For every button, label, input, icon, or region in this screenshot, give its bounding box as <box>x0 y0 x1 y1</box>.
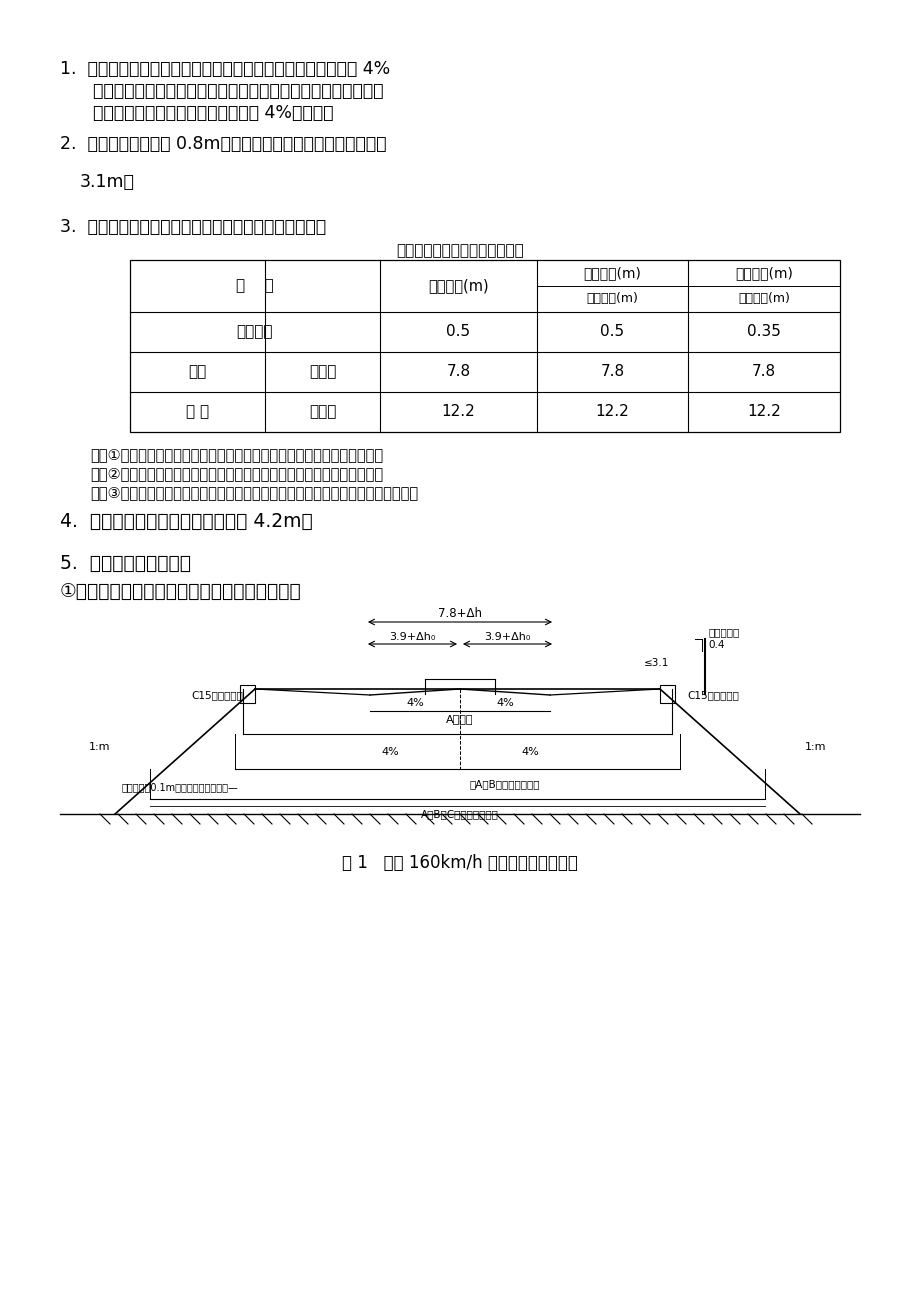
Text: C15混凝土护肩: C15混凝土护肩 <box>686 690 738 700</box>
Text: 项    目: 项 目 <box>236 279 274 293</box>
Text: 12.2: 12.2 <box>746 405 780 419</box>
Text: 4%: 4% <box>380 747 399 756</box>
Text: 7.8+Δh: 7.8+Δh <box>437 607 482 620</box>
Text: 岩质路堑(m): 岩质路堑(m) <box>737 293 789 306</box>
Text: 3.  路基面宽度：区间正线直线地段路基面宽度如下表。: 3. 路基面宽度：区间正线直线地段路基面宽度如下表。 <box>60 217 325 236</box>
Text: 区间正线直线地段路基面宽度表: 区间正线直线地段路基面宽度表 <box>396 243 523 258</box>
Text: 土质路堑(m): 土质路堑(m) <box>586 293 638 306</box>
Text: ②并行增建二线地段，二线一侧路基半宽按上述双线路基的半宽取值。: ②并行增建二线地段，二线一侧路基半宽按上述双线路基的半宽取值。 <box>90 466 382 480</box>
Text: 7.8: 7.8 <box>446 365 470 379</box>
Text: C15混凝土护肩: C15混凝土护肩 <box>191 690 243 700</box>
Text: 4%: 4% <box>520 747 539 756</box>
Text: 12.2: 12.2 <box>441 405 475 419</box>
Text: 电气化: 电气化 <box>309 365 335 379</box>
Text: 12.2: 12.2 <box>595 405 629 419</box>
Text: 接触网支柱: 接触网支柱 <box>709 628 740 637</box>
Text: ①正线及联络线路基标准横断面详见下述各图。: ①正线及联络线路基标准横断面详见下述各图。 <box>60 582 301 602</box>
Text: 面、基床以下路基面自中心向两侧设 4%排水坡。: 面、基床以下路基面自中心向两侧设 4%排水坡。 <box>60 104 334 122</box>
Text: 双 线: 双 线 <box>186 405 209 419</box>
Text: A级填料: A级填料 <box>446 713 473 724</box>
Text: 单线: 单线 <box>188 365 207 379</box>
Text: 注：①站场部分专用线、联络线等的路基面宽度按站场专业有关规范执行。: 注：①站场部分专用线、联络线等的路基面宽度按站场专业有关规范执行。 <box>90 447 382 462</box>
Text: 0.4: 0.4 <box>708 641 724 650</box>
Text: 填A、B级填料或改良土: 填A、B级填料或改良土 <box>470 779 540 789</box>
Text: 电气化: 电气化 <box>309 405 335 419</box>
Text: 土质路堤(m): 土质路堤(m) <box>427 279 488 293</box>
Text: 的横向排水坡，路基面加宽时，仍保持三角形形状。基床底层顶: 的横向排水坡，路基面加宽时，仍保持三角形形状。基床底层顶 <box>60 82 383 100</box>
Text: ③表中双线路基宽度是按最小线间距计算，线间距变化时应相应调整路基宽度。: ③表中双线路基宽度是按最小线间距计算，线间距变化时应相应调整路基宽度。 <box>90 486 417 500</box>
Text: 岩质路堑(m): 岩质路堑(m) <box>734 266 792 280</box>
Text: 0.35: 0.35 <box>746 324 780 340</box>
Text: 4.  直线地段的最小线间距：不小于 4.2m。: 4. 直线地段的最小线间距：不小于 4.2m。 <box>60 512 312 531</box>
Text: 1:m: 1:m <box>804 742 825 751</box>
Bar <box>659 685 675 703</box>
Text: 图 1   时速 160km/h 单线路堤标准横断面: 图 1 时速 160km/h 单线路堤标准横断面 <box>342 854 577 872</box>
Text: 3.9+Δh₀: 3.9+Δh₀ <box>483 631 530 642</box>
Text: 土质路堑(m): 土质路堑(m) <box>583 266 641 280</box>
Text: 5.  路基标准横断面型式: 5. 路基标准横断面型式 <box>60 553 191 573</box>
Text: 4%: 4% <box>495 698 514 708</box>
Bar <box>130 260 839 432</box>
Bar <box>240 685 255 703</box>
Text: 0.5: 0.5 <box>600 324 624 340</box>
Text: ≤3.1: ≤3.1 <box>643 658 669 668</box>
Text: 底部铺一层0.1m厚中粗砂及两布一膜—: 底部铺一层0.1m厚中粗砂及两布一膜— <box>121 783 238 792</box>
Text: 4%: 4% <box>405 698 424 708</box>
Text: 2.  路肩宽度：不小于 0.8m，接触网支柱到线路中心距离不小于: 2. 路肩宽度：不小于 0.8m，接触网支柱到线路中心距离不小于 <box>60 135 386 154</box>
Text: 3.1m。: 3.1m。 <box>80 173 135 191</box>
Text: A、B、C级填料或改良土: A、B、C级填料或改良土 <box>421 809 498 819</box>
Text: 1:m: 1:m <box>88 742 110 751</box>
Text: 7.8: 7.8 <box>751 365 776 379</box>
Text: 3.9+Δh₀: 3.9+Δh₀ <box>389 631 436 642</box>
Text: 7.8: 7.8 <box>600 365 624 379</box>
Text: 道床厚度: 道床厚度 <box>236 324 273 340</box>
Text: 1.  路基面形状：路基面形状为三角形，由路基面中心向两侧设 4%: 1. 路基面形状：路基面形状为三角形，由路基面中心向两侧设 4% <box>60 60 390 78</box>
Text: 0.5: 0.5 <box>446 324 470 340</box>
